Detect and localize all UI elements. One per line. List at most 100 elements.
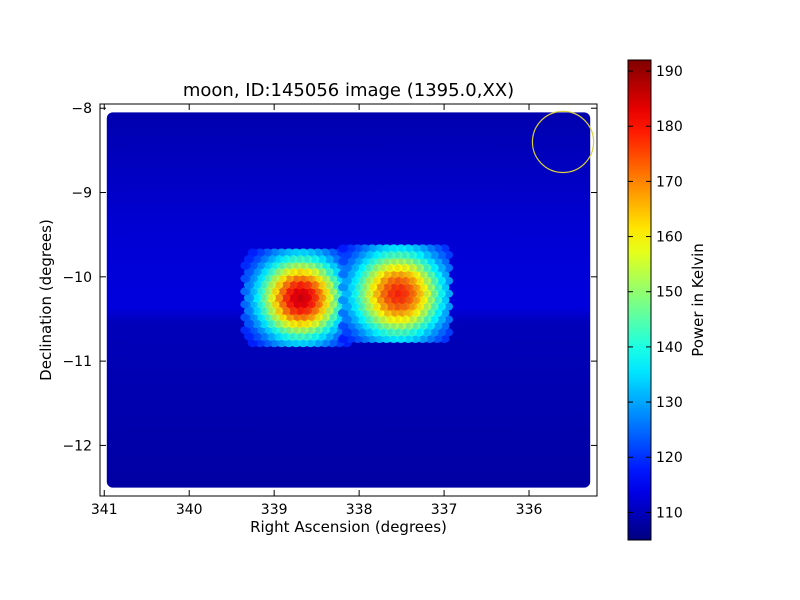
source-pixel — [283, 261, 295, 270]
source-pixel — [417, 308, 428, 318]
source-pixel — [384, 250, 396, 260]
source-pixel — [388, 295, 399, 305]
source-pixel — [406, 276, 417, 285]
source-pixel — [316, 267, 327, 277]
x-tick-label: 338 — [346, 502, 373, 518]
source-pixel — [439, 295, 450, 305]
source-pixel — [316, 280, 327, 290]
source-pixel — [341, 315, 353, 324]
source-pixel — [261, 248, 273, 257]
source-pixel — [410, 257, 421, 266]
colorbar-tick-label: 140 — [656, 340, 683, 356]
source-pixel — [305, 325, 316, 335]
source-pixel — [316, 332, 327, 341]
source-pixel — [439, 308, 450, 318]
source-pixel — [399, 315, 410, 324]
source-pixel — [272, 254, 284, 264]
colorbar-label: Power in Kelvin — [689, 243, 707, 357]
source-pixel — [428, 250, 439, 260]
source-pixel — [276, 274, 287, 283]
source-pixel — [410, 334, 421, 344]
colorbar-tick-label: 190 — [656, 64, 683, 80]
source-pixel — [395, 321, 407, 331]
source-pixel — [298, 300, 309, 309]
source-pixel — [254, 325, 266, 335]
source-pixel — [251, 306, 262, 315]
source-pixel — [294, 332, 305, 341]
source-pixel — [287, 267, 298, 277]
source-pixel — [265, 267, 276, 277]
source-pixel — [366, 334, 378, 344]
source-pixel — [276, 248, 287, 257]
source-pixel — [326, 287, 338, 296]
source-pixel — [413, 289, 425, 298]
source-pixel — [435, 315, 446, 324]
source-pixel — [345, 334, 356, 344]
source-pixel — [283, 274, 295, 283]
source-pixel — [261, 300, 273, 309]
source-pixel — [280, 319, 291, 328]
source-pixel — [402, 334, 414, 344]
source-pixel — [366, 244, 378, 253]
source-pixel — [247, 325, 258, 335]
source-pixel — [276, 338, 287, 348]
source-pixel — [413, 276, 425, 285]
source-pixel — [298, 325, 309, 335]
source-pixel — [359, 308, 371, 318]
source-pixel — [323, 280, 334, 290]
source-pixel — [435, 289, 446, 298]
source-pixel — [348, 315, 360, 324]
source-pixel — [305, 338, 316, 348]
source-pixel — [254, 287, 266, 296]
source-pixel — [301, 254, 313, 264]
source-pixel — [395, 244, 407, 253]
source-pixel — [254, 313, 266, 322]
source-pixel — [392, 276, 403, 285]
source-pixel — [377, 302, 389, 311]
source-pixel — [374, 283, 385, 292]
source-pixel — [431, 321, 443, 331]
source-pixel — [381, 334, 392, 344]
source-pixel — [280, 254, 291, 264]
source-pixel — [359, 244, 371, 253]
source-pixel — [301, 319, 313, 328]
source-pixel — [366, 270, 378, 279]
source-pixel — [417, 244, 428, 253]
source-pixel — [428, 328, 439, 337]
source-pixel — [356, 302, 367, 311]
source-pixel — [388, 257, 399, 266]
y-tick-label: −11 — [62, 354, 92, 370]
source-pixel — [377, 315, 389, 324]
source-pixel — [381, 321, 392, 331]
source-pixel — [413, 250, 425, 260]
source-pixel — [431, 295, 443, 305]
source-pixel — [442, 276, 454, 285]
source-pixel — [413, 315, 425, 324]
source-pixel — [428, 263, 439, 273]
source-pixel — [280, 293, 291, 303]
source-pixel — [269, 287, 280, 296]
source-pixel — [377, 250, 389, 260]
source-pixel — [261, 325, 273, 335]
source-pixel — [294, 280, 305, 290]
source-pixel — [243, 254, 255, 264]
source-pixel — [323, 332, 334, 341]
source-pixel — [312, 325, 323, 335]
source-pixel — [283, 300, 295, 309]
source-pixel — [308, 254, 320, 264]
source-pixel — [323, 254, 334, 264]
source-pixel — [439, 283, 450, 292]
source-pixel — [406, 263, 417, 273]
source-pixel — [428, 302, 439, 311]
source-pixel — [442, 263, 454, 273]
source-pixel — [359, 295, 371, 305]
source-pixel — [243, 293, 255, 303]
source-pixel — [356, 250, 367, 260]
source-pixel — [406, 328, 417, 337]
source-pixel — [345, 270, 356, 279]
source-pixel — [294, 319, 305, 328]
source-pixel — [290, 261, 302, 270]
source-pixel — [243, 267, 255, 277]
beam-circle — [531, 110, 595, 174]
source-pixel — [345, 308, 356, 318]
